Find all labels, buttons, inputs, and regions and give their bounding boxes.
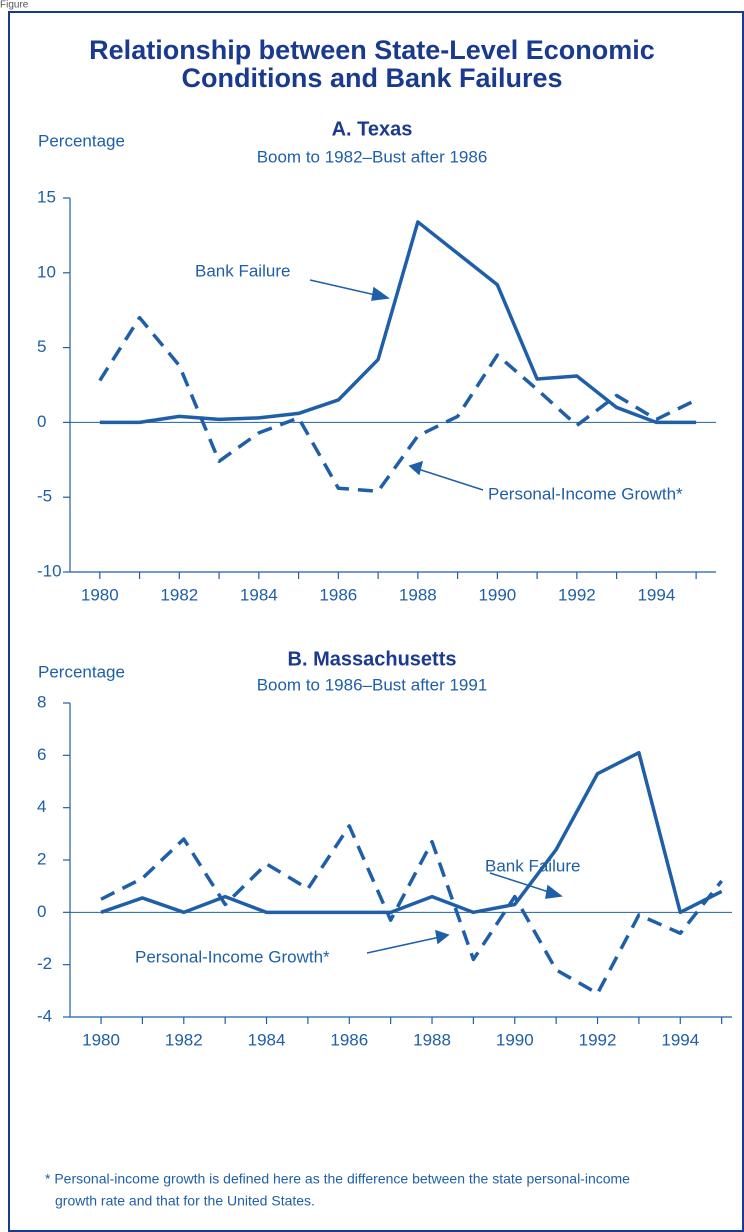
arrow (489, 872, 553, 894)
y-tick-label: 8 (37, 692, 46, 711)
arrow-head (435, 929, 450, 945)
x-tick-label: 1994 (661, 1030, 699, 1049)
series-annotation: Personal-Income Growth* (488, 484, 683, 503)
series-annotation: Personal-Income Growth* (135, 947, 330, 966)
y-axis-label: Percentage (38, 662, 125, 681)
y-tick-label: 6 (37, 745, 46, 764)
y-tick-label: -2 (37, 954, 52, 973)
y-axis-label: Percentage (38, 131, 125, 150)
title: Relationship between State-Level Economi… (89, 35, 655, 65)
x-tick-label: 1992 (558, 585, 596, 604)
frame (8, 11, 744, 1232)
series-line (100, 750, 723, 915)
x-tick-label: 1992 (579, 1030, 617, 1049)
footnote: * Personal-income growth is defined here… (45, 1171, 630, 1187)
y-tick-label: 0 (37, 412, 46, 431)
x-tick-label: 1988 (399, 585, 437, 604)
series-line (100, 824, 724, 996)
arrow-head (408, 460, 424, 476)
series-annotation: Bank Failure (485, 856, 580, 875)
title: Conditions and Bank Failures (181, 63, 562, 93)
series-line (99, 220, 697, 425)
arrow-head (545, 884, 563, 899)
x-tick-label: 1984 (240, 585, 278, 604)
x-tick-label: 1990 (496, 1030, 534, 1049)
x-tick-label: 1984 (248, 1030, 286, 1049)
y-tick-label: 4 (37, 797, 46, 816)
panel-title: A. Texas (332, 118, 413, 140)
x-tick-label: 1980 (81, 585, 119, 604)
y-tick-label: 5 (37, 337, 46, 356)
y-tick-label: 0 (37, 902, 46, 921)
arrows (309, 279, 563, 954)
y-tick-label: 15 (37, 187, 56, 206)
arrow-head (371, 286, 390, 301)
series-line (98, 315, 697, 493)
panel-title: B. Massachusetts (288, 648, 457, 670)
x-tick-label: 1986 (319, 585, 357, 604)
figure-label: Figure (0, 0, 29, 11)
x-tick-label: 1994 (637, 585, 675, 604)
x-tick-label: 1990 (478, 585, 516, 604)
arrow (417, 468, 484, 491)
panel-subtitle: Boom to 1986–Bust after 1991 (257, 675, 488, 694)
x-tick-label: 1980 (82, 1030, 120, 1049)
y-tick-label: -4 (37, 1006, 52, 1025)
arrow (366, 936, 441, 954)
y-tick-label: 2 (37, 849, 46, 868)
x-tick-label: 1982 (165, 1030, 203, 1049)
y-tick-label: -10 (37, 561, 62, 580)
y-tick-label: 10 (37, 262, 56, 281)
x-tick-label: 1982 (160, 585, 198, 604)
x-tick-label: 1988 (413, 1030, 451, 1049)
panel-subtitle: Boom to 1982–Bust after 1986 (257, 147, 488, 166)
footnote: growth rate and that for the United Stat… (55, 1193, 315, 1209)
y-tick-label: -5 (37, 487, 52, 506)
x-tick-label: 1986 (330, 1030, 368, 1049)
arrow (309, 279, 381, 297)
series-annotation: Bank Failure (195, 261, 290, 280)
